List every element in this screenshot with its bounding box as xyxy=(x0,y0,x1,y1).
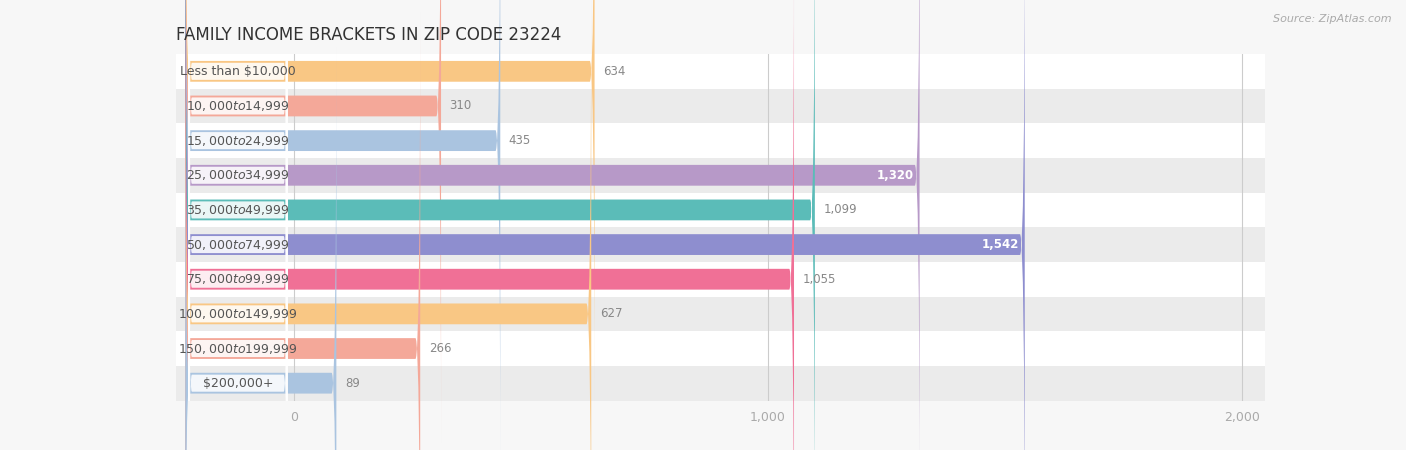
FancyBboxPatch shape xyxy=(186,0,501,450)
FancyBboxPatch shape xyxy=(188,0,288,450)
Bar xyxy=(176,366,1265,400)
Bar xyxy=(176,227,1265,262)
FancyBboxPatch shape xyxy=(186,47,336,450)
FancyBboxPatch shape xyxy=(188,0,288,375)
Bar xyxy=(176,54,1265,89)
Text: $15,000 to $24,999: $15,000 to $24,999 xyxy=(186,134,290,148)
Text: 627: 627 xyxy=(600,307,623,320)
Bar xyxy=(176,123,1265,158)
FancyBboxPatch shape xyxy=(188,80,288,450)
FancyBboxPatch shape xyxy=(188,10,288,450)
Text: FAMILY INCOME BRACKETS IN ZIP CODE 23224: FAMILY INCOME BRACKETS IN ZIP CODE 23224 xyxy=(176,26,561,44)
FancyBboxPatch shape xyxy=(186,0,794,450)
Text: $100,000 to $149,999: $100,000 to $149,999 xyxy=(179,307,298,321)
FancyBboxPatch shape xyxy=(186,0,592,450)
Text: 266: 266 xyxy=(429,342,451,355)
FancyBboxPatch shape xyxy=(188,45,288,450)
Text: 89: 89 xyxy=(344,377,360,390)
Text: 310: 310 xyxy=(450,99,472,112)
Text: Source: ZipAtlas.com: Source: ZipAtlas.com xyxy=(1274,14,1392,23)
FancyBboxPatch shape xyxy=(186,0,920,450)
FancyBboxPatch shape xyxy=(188,114,288,450)
Text: $50,000 to $74,999: $50,000 to $74,999 xyxy=(186,238,290,252)
Text: $25,000 to $34,999: $25,000 to $34,999 xyxy=(186,168,290,182)
Bar xyxy=(176,331,1265,366)
FancyBboxPatch shape xyxy=(186,0,441,442)
FancyBboxPatch shape xyxy=(188,0,288,410)
Text: 1,099: 1,099 xyxy=(824,203,858,216)
Bar xyxy=(176,297,1265,331)
FancyBboxPatch shape xyxy=(188,0,288,444)
Bar xyxy=(176,262,1265,297)
FancyBboxPatch shape xyxy=(186,0,1025,450)
FancyBboxPatch shape xyxy=(186,0,595,407)
FancyBboxPatch shape xyxy=(186,13,420,450)
Text: 1,320: 1,320 xyxy=(877,169,914,182)
Bar xyxy=(176,89,1265,123)
Text: $200,000+: $200,000+ xyxy=(202,377,273,390)
Text: $150,000 to $199,999: $150,000 to $199,999 xyxy=(179,342,298,356)
Text: 1,542: 1,542 xyxy=(981,238,1019,251)
Text: 435: 435 xyxy=(509,134,531,147)
Text: $35,000 to $49,999: $35,000 to $49,999 xyxy=(186,203,290,217)
FancyBboxPatch shape xyxy=(188,0,288,340)
Text: 1,055: 1,055 xyxy=(803,273,837,286)
Bar xyxy=(176,193,1265,227)
Text: 634: 634 xyxy=(603,65,626,78)
Text: Less than $10,000: Less than $10,000 xyxy=(180,65,295,78)
Text: $10,000 to $14,999: $10,000 to $14,999 xyxy=(186,99,290,113)
Text: $75,000 to $99,999: $75,000 to $99,999 xyxy=(186,272,290,286)
FancyBboxPatch shape xyxy=(188,0,288,450)
Bar xyxy=(176,158,1265,193)
FancyBboxPatch shape xyxy=(186,0,815,450)
